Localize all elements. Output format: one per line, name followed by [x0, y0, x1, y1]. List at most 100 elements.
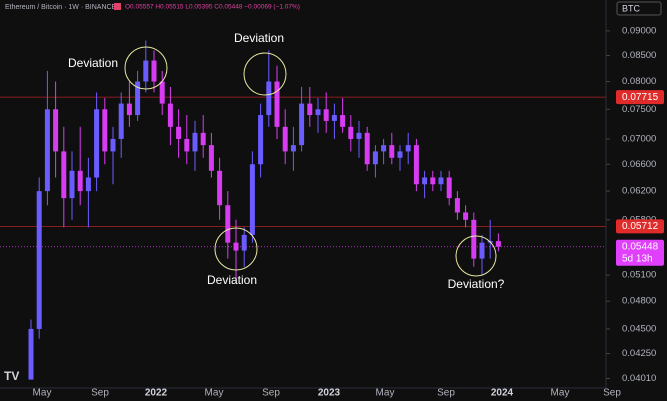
symbol-title: Ethereum / Bitcoin · 1W · BINANCE — [5, 4, 117, 11]
candle-body — [495, 241, 501, 247]
annotation-label: Deviation — [207, 273, 257, 287]
candle-body — [323, 109, 329, 121]
candle-body — [471, 219, 477, 259]
annotation-label: Deviation — [234, 31, 284, 45]
candle-body — [266, 81, 272, 116]
y-tick-label: 0.05100 — [622, 270, 656, 281]
y-tick-label: 0.07000 — [622, 133, 656, 144]
candle-body — [274, 81, 280, 127]
candle-body — [192, 132, 198, 152]
annotation-circle — [455, 235, 497, 277]
x-tick-label: Sep — [91, 388, 109, 399]
candle-body — [85, 177, 91, 192]
annotation-circle — [214, 227, 258, 271]
candle-body — [454, 198, 460, 213]
candle-body — [381, 145, 387, 152]
level-badge — [616, 90, 664, 105]
countdown: 5d 13h — [622, 253, 653, 264]
y-tick-label: 0.04800 — [622, 296, 656, 307]
annotation-circle — [124, 46, 168, 90]
y-tick-label: 0.04500 — [622, 323, 656, 334]
candle-body — [135, 81, 141, 116]
annotation-circle — [243, 52, 287, 96]
candle-body — [430, 177, 436, 185]
x-tick-label: May — [376, 388, 395, 399]
candle-body — [217, 170, 223, 206]
candle-body — [463, 212, 469, 220]
level-label: 0.05712 — [622, 221, 659, 232]
y-tick-label: 0.04010 — [622, 373, 656, 384]
currency-box[interactable] — [616, 1, 662, 16]
candle-body — [446, 177, 452, 199]
candle-body — [438, 177, 444, 185]
x-tick-label: Sep — [437, 388, 455, 399]
last-price-label: 0.05448 — [622, 241, 659, 252]
candle-body — [290, 145, 296, 152]
y-tick-label: 0.09000 — [622, 25, 656, 36]
candle-body — [241, 234, 247, 251]
x-tick-label: May — [551, 388, 570, 399]
candle-body — [167, 103, 173, 127]
candle-body — [28, 328, 34, 380]
candle-body — [53, 109, 59, 152]
level-badge — [616, 219, 664, 234]
candle-body — [389, 145, 395, 158]
candle-body — [258, 115, 264, 165]
candle-body — [331, 115, 337, 121]
x-tick-label: 2022 — [145, 388, 168, 399]
candle-body — [348, 126, 354, 139]
candle-body — [102, 109, 108, 152]
candle-body — [94, 109, 100, 178]
candle-body — [422, 177, 428, 185]
candle-body — [364, 132, 370, 165]
candle-body — [69, 170, 75, 199]
candle-body — [397, 151, 403, 158]
candle-body — [405, 145, 411, 152]
candle-body — [225, 205, 231, 243]
ohlc-header: O0.05557 H0.05515 L0.05395 C0.05448 −0.0… — [125, 4, 300, 11]
logo: TV — [4, 369, 19, 383]
candle-body — [249, 164, 255, 235]
annotation-label: Deviation — [68, 56, 118, 70]
annotation-label: Deviation? — [448, 277, 505, 291]
candle-body — [159, 81, 165, 104]
candle-body — [282, 126, 288, 152]
x-tick-label: 2024 — [491, 388, 514, 399]
x-tick-label: 2023 — [318, 388, 341, 399]
y-tick-label: 0.08000 — [622, 76, 656, 87]
y-tick-label: 0.06600 — [622, 159, 656, 170]
x-tick-label: Sep — [603, 388, 621, 399]
x-tick-label: May — [33, 388, 52, 399]
candle-body — [151, 60, 157, 82]
candle-body — [200, 132, 206, 146]
level-label: 0.07715 — [622, 92, 659, 103]
candle-body — [36, 191, 42, 329]
candle-body — [44, 109, 50, 192]
candle-body — [299, 103, 305, 146]
x-tick-label: May — [205, 388, 224, 399]
y-tick-label: 0.04250 — [622, 348, 656, 359]
candle-body — [77, 170, 83, 192]
y-tick-label: 0.06200 — [622, 186, 656, 197]
candle-body — [126, 103, 132, 116]
candle-body — [176, 126, 182, 139]
candle-body — [61, 151, 67, 199]
candle-body — [110, 138, 116, 152]
candle-body — [413, 145, 419, 185]
status-dot — [114, 3, 121, 10]
candle-body — [356, 132, 362, 139]
candle-body — [307, 103, 313, 116]
candle-body — [208, 145, 214, 171]
candle-body — [233, 242, 239, 251]
candle-body — [340, 115, 346, 127]
candle-body — [479, 242, 485, 259]
last-price-badge — [616, 239, 664, 266]
x-tick-label: Sep — [262, 388, 280, 399]
candle-body — [143, 60, 149, 82]
candle-body — [118, 103, 124, 139]
candle-body — [315, 109, 321, 116]
candle-body — [184, 138, 190, 152]
y-tick-label: 0.07500 — [622, 104, 656, 115]
